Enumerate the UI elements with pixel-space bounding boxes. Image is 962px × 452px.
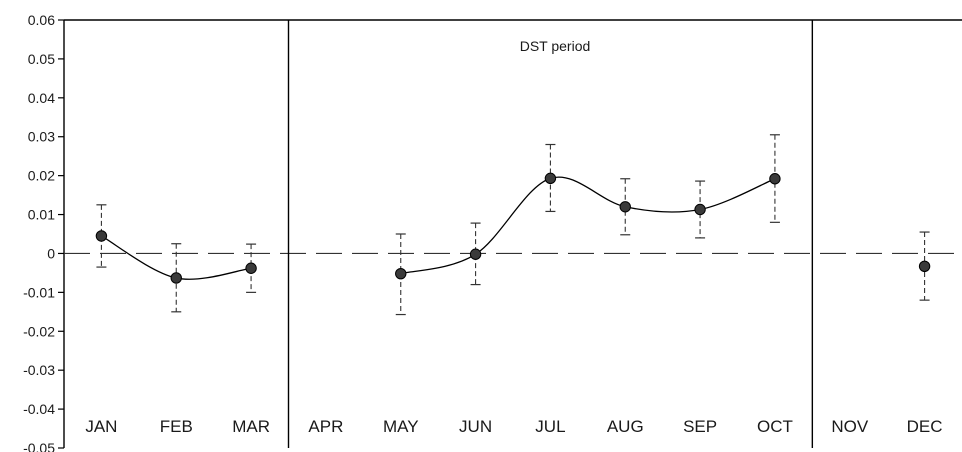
y-axis: 0.06 0.05 0.04 0.03 0.02 0.01 0 -0.01 -0.02 -0.03… [23,12,64,452]
chart-frame [63,19,962,448]
month-label-jun: JUN [459,417,492,436]
y-tick-label: -0.03 [23,362,55,378]
error-bars [96,134,930,316]
y-tick-label: 0.02 [28,168,55,184]
data-point-dec [918,260,931,272]
period-dividers [287,20,814,448]
month-label-apr: APR [308,417,343,436]
y-tick-label: 0.04 [28,90,55,106]
month-label-mar: MAR [232,417,270,436]
dst-period-annotation: DST period [520,38,591,54]
y-tick-label: -0.02 [23,323,55,339]
data-point-oct [769,173,781,185]
y-tick-label: 0.06 [28,12,55,28]
month-label-nov: NOV [831,417,869,436]
month-label-oct: OCT [757,417,793,436]
month-label-dec: DEC [907,417,943,436]
month-label-aug: AUG [607,417,644,436]
x-axis-month-labels: JAN FEB MAR APR MAY JUN JUL AUG SEP OCT NOV DEC [85,417,942,436]
data-points [95,172,931,284]
y-tick-label: -0.01 [23,284,55,300]
data-point-jun [469,248,482,260]
data-point-feb [170,272,182,284]
data-point-mar [245,262,257,274]
y-tick-label: 0 [47,245,55,261]
y-tick-label: -0.05 [23,440,55,452]
data-point-jan [95,230,108,242]
trend-curves [101,176,776,280]
data-point-sep [694,203,706,216]
trend-curve [400,176,776,275]
data-point-may [395,267,407,280]
month-label-jul: JUL [535,417,565,436]
y-tick-label: 0.05 [28,51,55,67]
y-tick-label: 0.01 [28,207,55,223]
month-label-sep: SEP [683,417,717,436]
month-label-feb: FEB [160,417,193,436]
month-label-jan: JAN [85,417,117,436]
data-point-aug [619,201,631,213]
month-label-may: MAY [383,417,419,436]
y-tick-label: 0.03 [28,129,55,145]
data-point-jul [544,172,557,185]
y-tick-label: -0.04 [23,401,55,417]
